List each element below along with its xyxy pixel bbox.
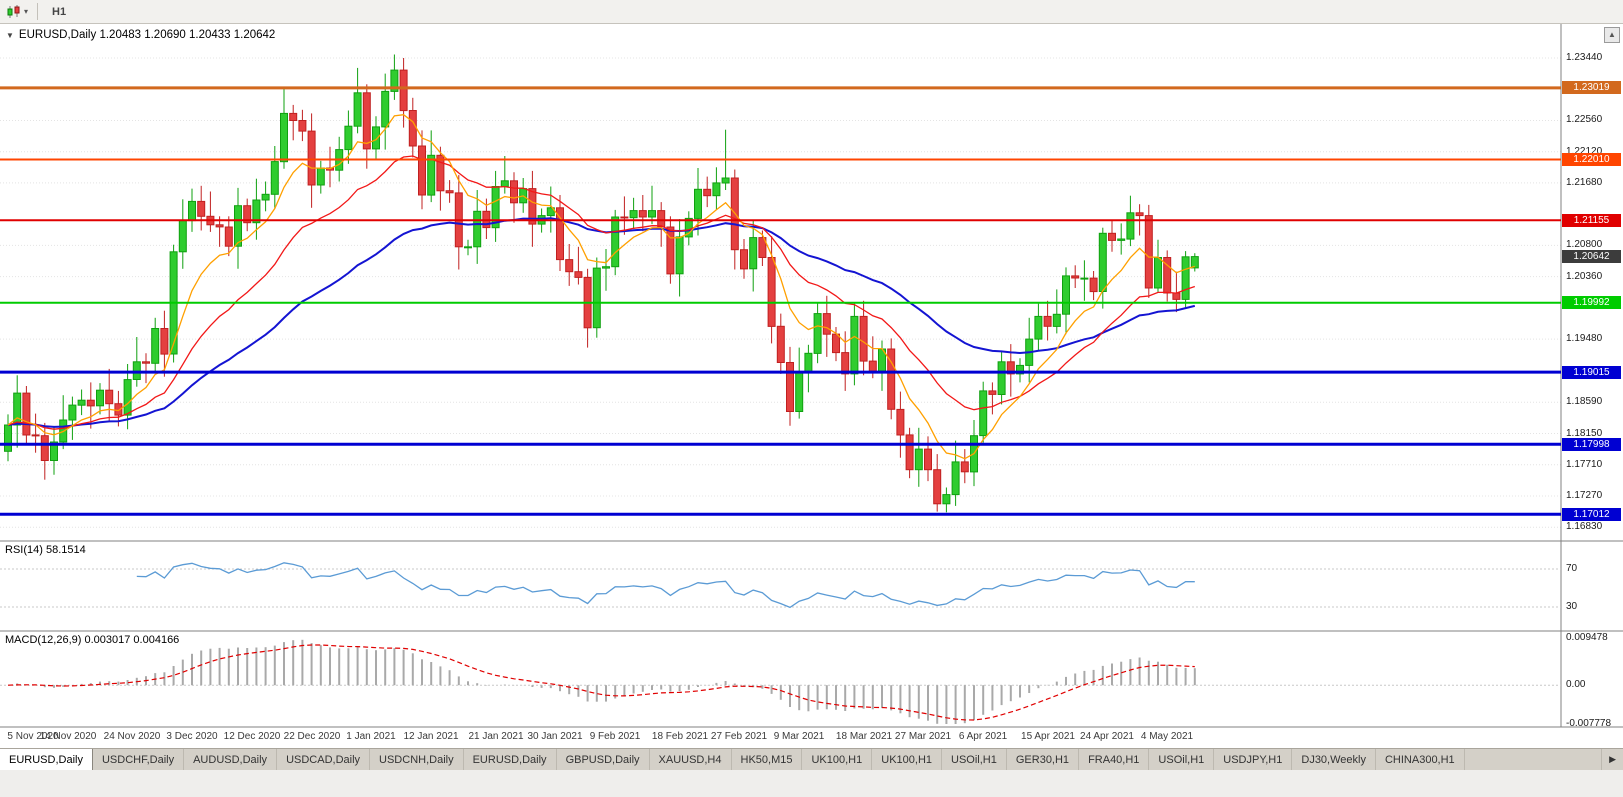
chart-tab[interactable]: UK100,H1 <box>872 749 943 770</box>
chart-canvas[interactable] <box>0 24 1623 748</box>
macd-axis-label: 0.00 <box>1566 679 1586 690</box>
macd-histogram <box>16 639 1196 724</box>
chart-tab[interactable]: USDCHF,Daily <box>93 749 185 770</box>
status-bar <box>0 770 1623 797</box>
date-axis-label: 12 Dec 2020 <box>223 731 281 742</box>
chart-tab[interactable]: CHINA300,H1 <box>1376 749 1465 770</box>
rsi-axis-label: 30 <box>1566 601 1578 612</box>
price-axis-label: 1.20800 <box>1566 239 1603 250</box>
tabs-scroll-right-button[interactable]: ▶ <box>1601 749 1623 770</box>
date-axis-label: 27 Feb 2021 <box>710 731 768 742</box>
toolbar: ▾ M1M5M15M30H1H4D1W1MN <box>0 0 1623 98</box>
chart-tab[interactable]: FRA40,H1 <box>1079 749 1150 770</box>
macd-axis-label: -0.007778 <box>1566 718 1612 729</box>
date-axis-label: 24 Nov 2020 <box>103 731 161 742</box>
moving-averages <box>7 114 1196 460</box>
toolbar-separator <box>37 3 39 20</box>
chart-scroll-button[interactable]: ▲ <box>1604 27 1620 43</box>
price-axis-label: 1.19480 <box>1566 333 1603 344</box>
date-axis-label: 5 Nov 2020 <box>7 731 59 742</box>
rsi-line <box>136 562 1195 609</box>
macd-axis-label: 0.009478 <box>1566 632 1608 643</box>
chart-tab[interactable]: USOil,H1 <box>942 749 1007 770</box>
date-axis-label: 14 Nov 2020 <box>39 731 97 742</box>
chart-tab[interactable]: GER30,H1 <box>1007 749 1080 770</box>
price-axis-label: 1.22120 <box>1566 146 1603 157</box>
date-axis-label: 9 Mar 2021 <box>773 731 825 742</box>
price-axis-label: 1.22560 <box>1566 114 1603 125</box>
chart-tab[interactable]: UK100,H1 <box>802 749 873 770</box>
price-level-tag: 1.22010 <box>1562 153 1621 166</box>
date-axis-label: 15 Apr 2021 <box>1021 731 1075 742</box>
date-axis-label: 30 Jan 2021 <box>527 731 583 742</box>
date-axis-label: 1 Jan 2021 <box>346 731 396 742</box>
price-axis-label: 1.16830 <box>1566 521 1603 532</box>
price-level-tag: 1.17998 <box>1562 438 1621 451</box>
chart-tab[interactable]: USDCAD,Daily <box>277 749 371 770</box>
chart-tabs: EURUSD,Daily USDCHF,Daily AUDUSD,Daily USDC… <box>0 749 1465 770</box>
price-axis-label: 1.23440 <box>1566 52 1603 63</box>
price-axis-label: 1.20360 <box>1566 271 1603 282</box>
price-level-tag: 1.23019 <box>1562 81 1621 94</box>
date-axis-label: 27 Mar 2021 <box>894 731 952 742</box>
chart-tab[interactable]: XAUUSD,H4 <box>650 749 732 770</box>
chart-tabs-bar: EURUSD,Daily USDCHF,Daily AUDUSD,Daily USDC… <box>0 748 1623 770</box>
chart-tab[interactable]: USDCNH,Daily <box>370 749 464 770</box>
price-axis-label: 1.18150 <box>1566 428 1603 439</box>
date-axis-label: 4 May 2021 <box>1140 731 1194 742</box>
price-axis-label: 1.17270 <box>1566 490 1603 501</box>
rsi-axis-label: 70 <box>1566 563 1578 574</box>
chart-tab[interactable]: GBPUSD,Daily <box>557 749 650 770</box>
chart-window[interactable]: ▼ EURUSD,Daily 1.20483 1.20690 1.20433 1.… <box>0 24 1623 748</box>
chart-tab[interactable]: DJ30,Weekly <box>1292 749 1376 770</box>
chart-symbol-period: EURUSD,Daily <box>18 29 97 41</box>
date-axis-label: 21 Jan 2021 <box>468 731 524 742</box>
macd-indicator-label: MACD(12,26,9) 0.003017 0.004166 <box>5 634 180 646</box>
date-axis-label: 9 Feb 2021 <box>589 731 641 742</box>
chart-type-dropdown-icon[interactable]: ▾ <box>24 7 29 16</box>
chart-tab[interactable]: USDJPY,H1 <box>1214 749 1293 770</box>
price-level-tag: 1.21155 <box>1562 214 1621 227</box>
horizontal-level-lines <box>0 86 1561 516</box>
price-axis-label: 1.18590 <box>1566 396 1603 407</box>
chart-tab[interactable]: HK50,M15 <box>732 749 803 770</box>
chart-tab[interactable]: USOil,H1 <box>1149 749 1215 770</box>
date-axis-label: 24 Apr 2021 <box>1080 731 1134 742</box>
timeframe-button-h1[interactable]: H1 <box>52 5 67 18</box>
one-click-trading-toggle[interactable]: ▼ <box>6 31 14 40</box>
current-price-tag: 1.20642 <box>1562 250 1621 263</box>
price-level-tag: 1.17012 <box>1562 508 1621 521</box>
macd-signal-line <box>7 644 1195 721</box>
price-axis-label: 1.17710 <box>1566 459 1603 470</box>
chart-tab[interactable]: EURUSD,Daily <box>464 749 557 770</box>
chart-ohlc-values: 1.20483 1.20690 1.20433 1.20642 <box>99 29 276 41</box>
date-axis-label: 3 Dec 2020 <box>166 731 218 742</box>
chart-tab[interactable]: AUDUSD,Daily <box>184 749 278 770</box>
price-level-tag: 1.19015 <box>1562 366 1621 379</box>
chart-title: ▼ EURUSD,Daily 1.20483 1.20690 1.20433 1.… <box>6 29 275 41</box>
date-axis-label: 18 Feb 2021 <box>651 731 709 742</box>
chart-tab[interactable]: EURUSD,Daily <box>0 749 93 770</box>
date-axis-label: 22 Dec 2020 <box>283 731 341 742</box>
rsi-indicator-label: RSI(14) 58.1514 <box>5 544 86 556</box>
price-level-tag: 1.19992 <box>1562 296 1621 309</box>
candlestick-chart-icon <box>7 4 20 18</box>
chart-type-button[interactable]: ▾ <box>0 4 31 20</box>
date-axis-label: 18 Mar 2021 <box>835 731 893 742</box>
grid-lines <box>0 24 1623 728</box>
price-axis-label: 1.21680 <box>1566 177 1603 188</box>
date-axis-label: 6 Apr 2021 <box>958 731 1008 742</box>
date-axis-label: 12 Jan 2021 <box>403 731 459 742</box>
